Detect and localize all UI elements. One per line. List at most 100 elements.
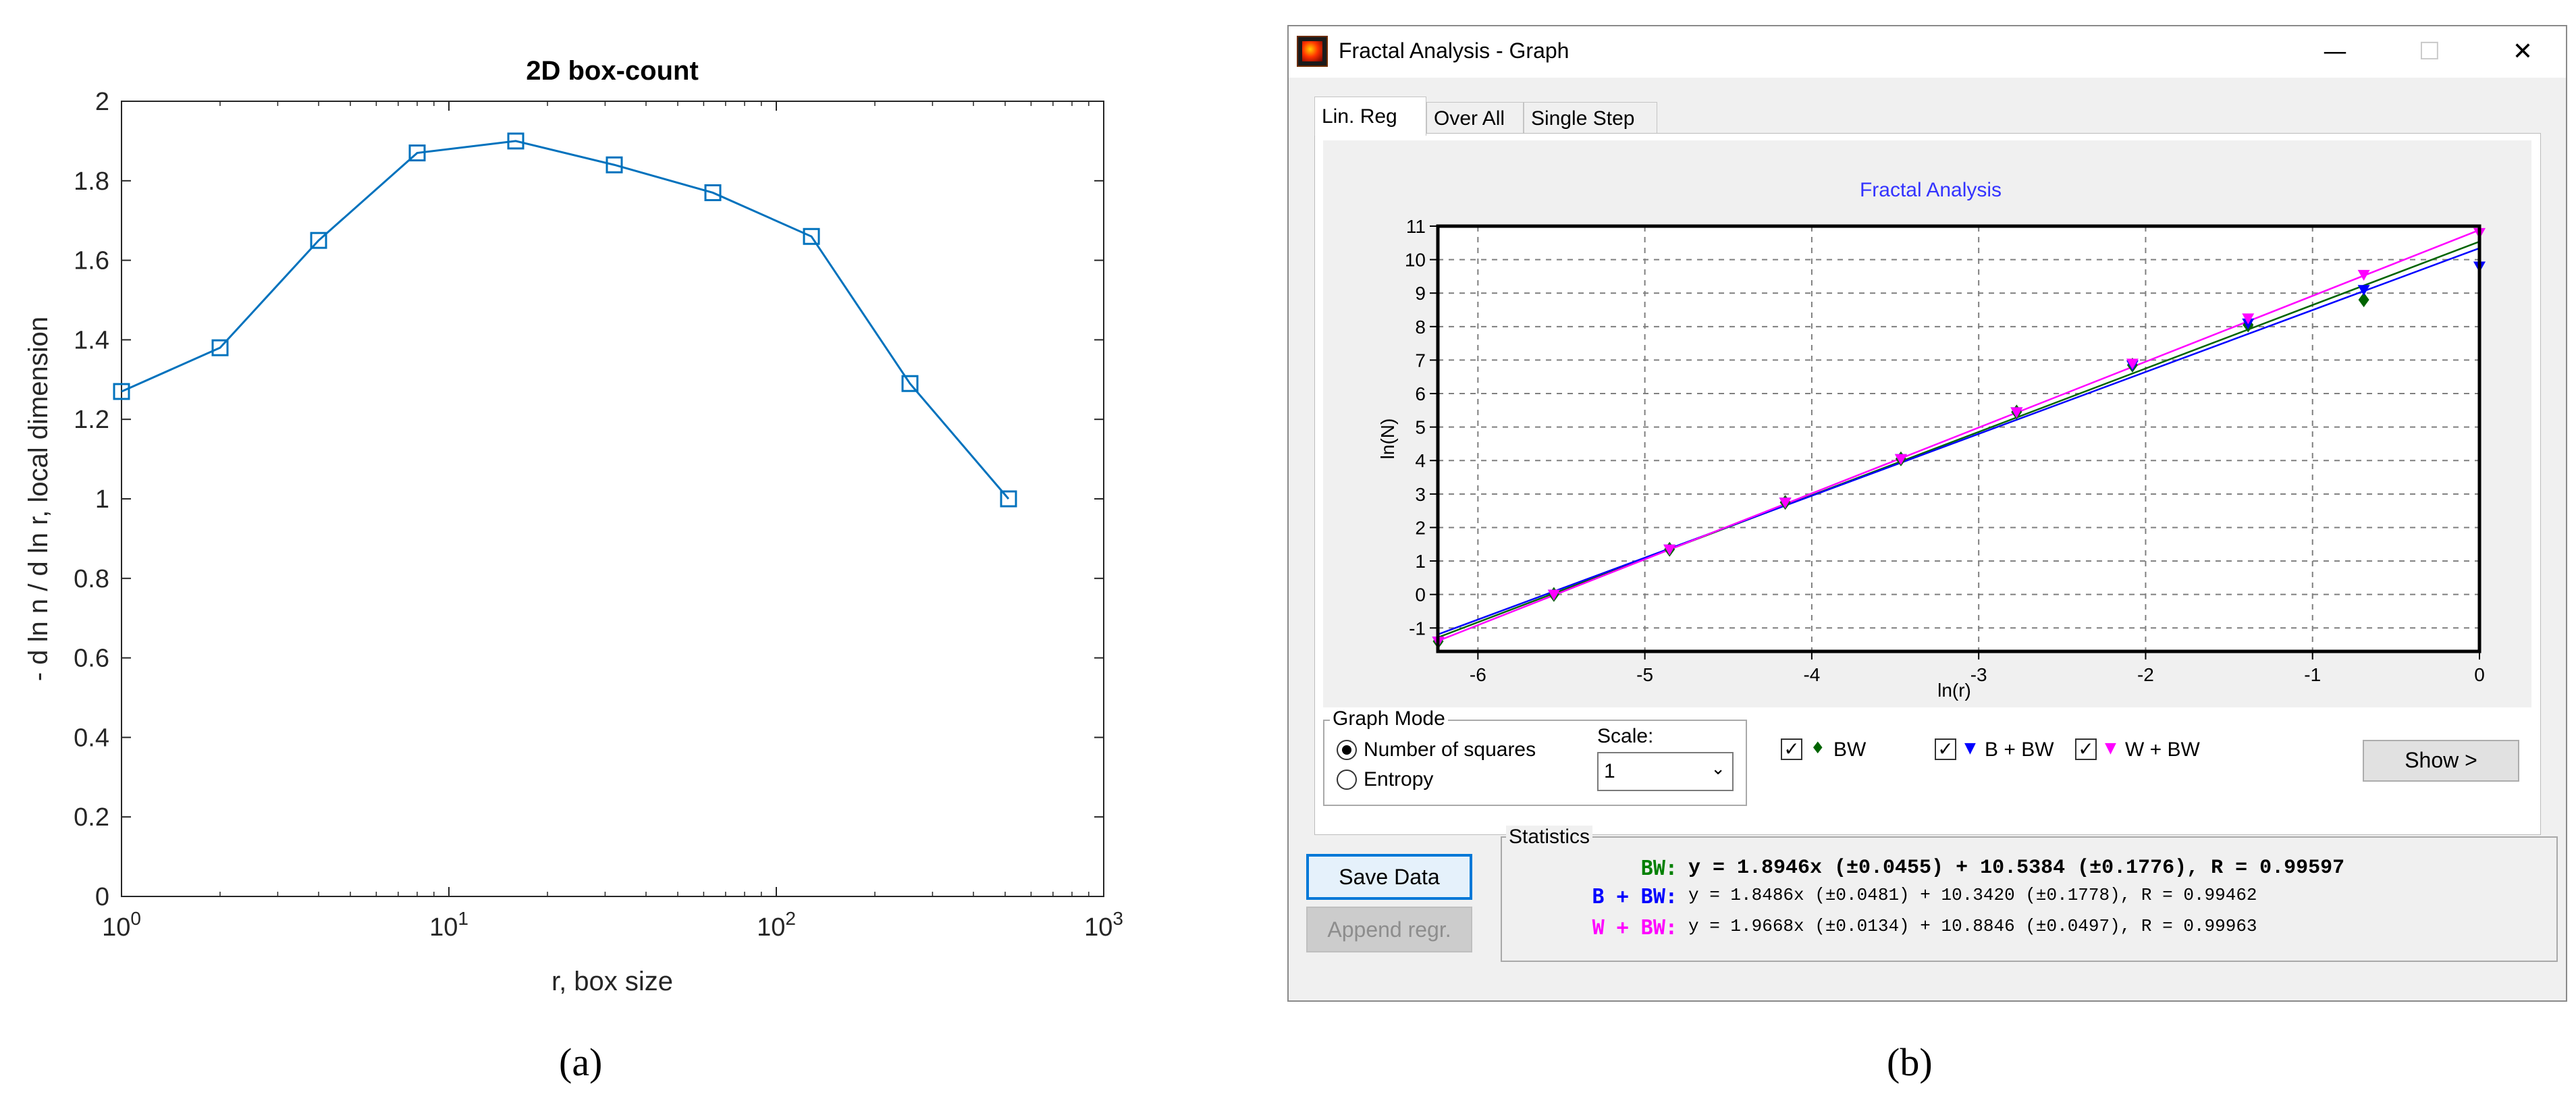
stat-text-b-bw: y = 1.8486x (±0.0481) + 10.3420 (±0.1778…	[1688, 885, 2257, 905]
x-axis-label: ln(r)	[1937, 680, 1971, 701]
window-title: Fractal Analysis - Graph	[1339, 38, 1569, 63]
bw-marker-icon: ♦	[1810, 738, 1825, 757]
graph-mode-group	[1323, 720, 1747, 806]
minimize-button[interactable]: —	[2323, 38, 2347, 65]
data-point-marker	[2357, 285, 2370, 296]
statistics-group	[1501, 836, 2558, 962]
data-point-marker	[211, 339, 229, 356]
y-tick-label: -1	[1409, 618, 1426, 639]
x-tick-label: 100	[102, 908, 141, 942]
statistics-label: Statistics	[1506, 826, 1593, 849]
plot-title: Fractal Analysis	[1860, 179, 2002, 201]
y-tick-label: 6	[1415, 383, 1426, 404]
y-axis-label: ln(N)	[1377, 419, 1398, 460]
y-tick-label: 1	[95, 485, 109, 514]
checkbox-bw[interactable]: ✓	[1781, 738, 1802, 760]
data-point-marker	[2126, 358, 2139, 370]
append-regr-button: Append regr.	[1306, 907, 1472, 952]
y-tick-label: 4	[1415, 450, 1426, 471]
tab-single-step[interactable]: Single Step	[1524, 102, 1657, 134]
data-point-marker	[606, 156, 623, 173]
y-tick-label: 2	[95, 88, 109, 116]
bw-toggle-label: BW	[1833, 738, 1867, 761]
checkbox-w-bw[interactable]: ✓	[2075, 738, 2097, 760]
data-point-marker	[113, 383, 130, 400]
lin-reg-panel: Fractal Analysis -6 -5 -4 -3 -2 -1 0 -1 0 1 2 3 4 5 6 7…	[1314, 133, 2541, 835]
radio-number-of-squares[interactable]	[1337, 740, 1357, 760]
title-bar: Fractal Analysis - Graph — ☐ ✕	[1289, 26, 2566, 78]
chart-title: 2D box-count	[526, 56, 699, 86]
caption-a: (a)	[559, 1040, 603, 1084]
radio-number-of-squares-label: Number of squares	[1364, 738, 1536, 761]
data-point-marker	[1779, 497, 1792, 509]
y-tick-label: 9	[1415, 283, 1426, 304]
x-tick-label: -3	[1970, 664, 1987, 685]
data-point-marker	[1547, 589, 1560, 601]
data-point-marker	[1894, 454, 1907, 465]
x-tick-label: 102	[757, 908, 796, 942]
stat-text-bw: y = 1.8946x (±0.0455) + 10.5384 (±0.1776…	[1688, 857, 2345, 880]
data-point-marker	[2010, 407, 2023, 419]
x-tick-label: 101	[429, 908, 468, 942]
regression-line	[1437, 229, 2480, 642]
y-tick-label: 11	[1406, 216, 1426, 237]
checkbox-b-bw[interactable]: ✓	[1935, 738, 1956, 760]
show-button[interactable]: Show >	[2363, 740, 2519, 782]
regression-line	[1437, 247, 2480, 636]
x-axis-label: r, box size	[552, 967, 673, 996]
x-tick-label: 103	[1084, 908, 1123, 942]
scale-select[interactable]: 1 ⌄	[1597, 752, 1734, 791]
tab-over-all[interactable]: Over All	[1426, 102, 1524, 134]
data-point-marker	[408, 144, 426, 162]
stat-name-bw: BW:	[1640, 857, 1678, 880]
w-bw-marker-icon: ▼	[2105, 740, 2116, 757]
y-tick-label: 10	[1405, 250, 1426, 271]
x-tick-label: 0	[2474, 664, 2485, 685]
x-tick-label: -4	[1803, 664, 1820, 685]
y-tick-label: 0.2	[74, 803, 109, 832]
save-data-button[interactable]: Save Data	[1306, 854, 1472, 900]
fractal-analysis-window: Fractal Analysis - Graph — ☐ ✕ Lin. Reg …	[1287, 25, 2567, 1002]
x-tick-label: -6	[1470, 664, 1486, 685]
data-point-marker	[310, 232, 327, 249]
data-point-marker	[2358, 292, 2369, 308]
scale-value: 1	[1604, 760, 1615, 782]
y-tick-label: 1	[1415, 551, 1426, 572]
x-tick-label: -1	[2304, 664, 2321, 685]
caption-b: (b)	[1887, 1040, 1933, 1084]
plot-frame	[1436, 224, 2481, 653]
data-point-marker	[704, 184, 722, 201]
tab-lin-reg[interactable]: Lin. Reg	[1314, 97, 1426, 136]
radio-entropy[interactable]	[1337, 770, 1357, 790]
graph-mode-label: Graph Mode	[1330, 707, 1448, 730]
data-point-marker	[507, 132, 525, 150]
y-tick-label: 8	[1415, 317, 1426, 338]
y-axis-label: - d ln n / d ln r, local dimension	[24, 317, 53, 681]
scale-label: Scale:	[1597, 725, 1654, 747]
app-icon	[1297, 36, 1328, 67]
fractal-analysis-chart: Fractal Analysis -6 -5 -4 -3 -2 -1 0 -1 0 1 2 3 4 5 6 7…	[1377, 179, 2486, 701]
y-tick-label: 0.8	[74, 565, 109, 593]
y-tick-label: 1.4	[74, 326, 109, 354]
plot-area	[121, 101, 1104, 897]
b-bw-toggle-label: B + BW	[1985, 738, 2054, 761]
data-point-marker	[901, 375, 919, 392]
y-tick-label: 5	[1415, 417, 1426, 438]
close-button[interactable]: ✕	[2512, 38, 2533, 65]
y-tick-label: 3	[1415, 484, 1426, 505]
w-bw-toggle-label: W + BW	[2125, 738, 2200, 761]
y-tick-label: 0	[1415, 585, 1426, 606]
data-point-marker	[803, 227, 820, 245]
maximize-button[interactable]: ☐	[2418, 38, 2441, 65]
y-tick-label: 0	[95, 883, 109, 911]
data-point-marker	[1000, 490, 1017, 508]
x-tick-label: -2	[2137, 664, 2154, 685]
y-tick-label: 1.8	[74, 167, 109, 196]
data-point-marker	[2242, 313, 2255, 325]
y-tick-label: 1.6	[74, 247, 109, 275]
y-tick-label: 0.6	[74, 645, 109, 673]
y-tick-label: 7	[1415, 350, 1426, 371]
data-point-marker	[1663, 544, 1676, 556]
stat-name-b-bw: B + BW:	[1592, 885, 1678, 909]
series-line	[121, 140, 1010, 500]
